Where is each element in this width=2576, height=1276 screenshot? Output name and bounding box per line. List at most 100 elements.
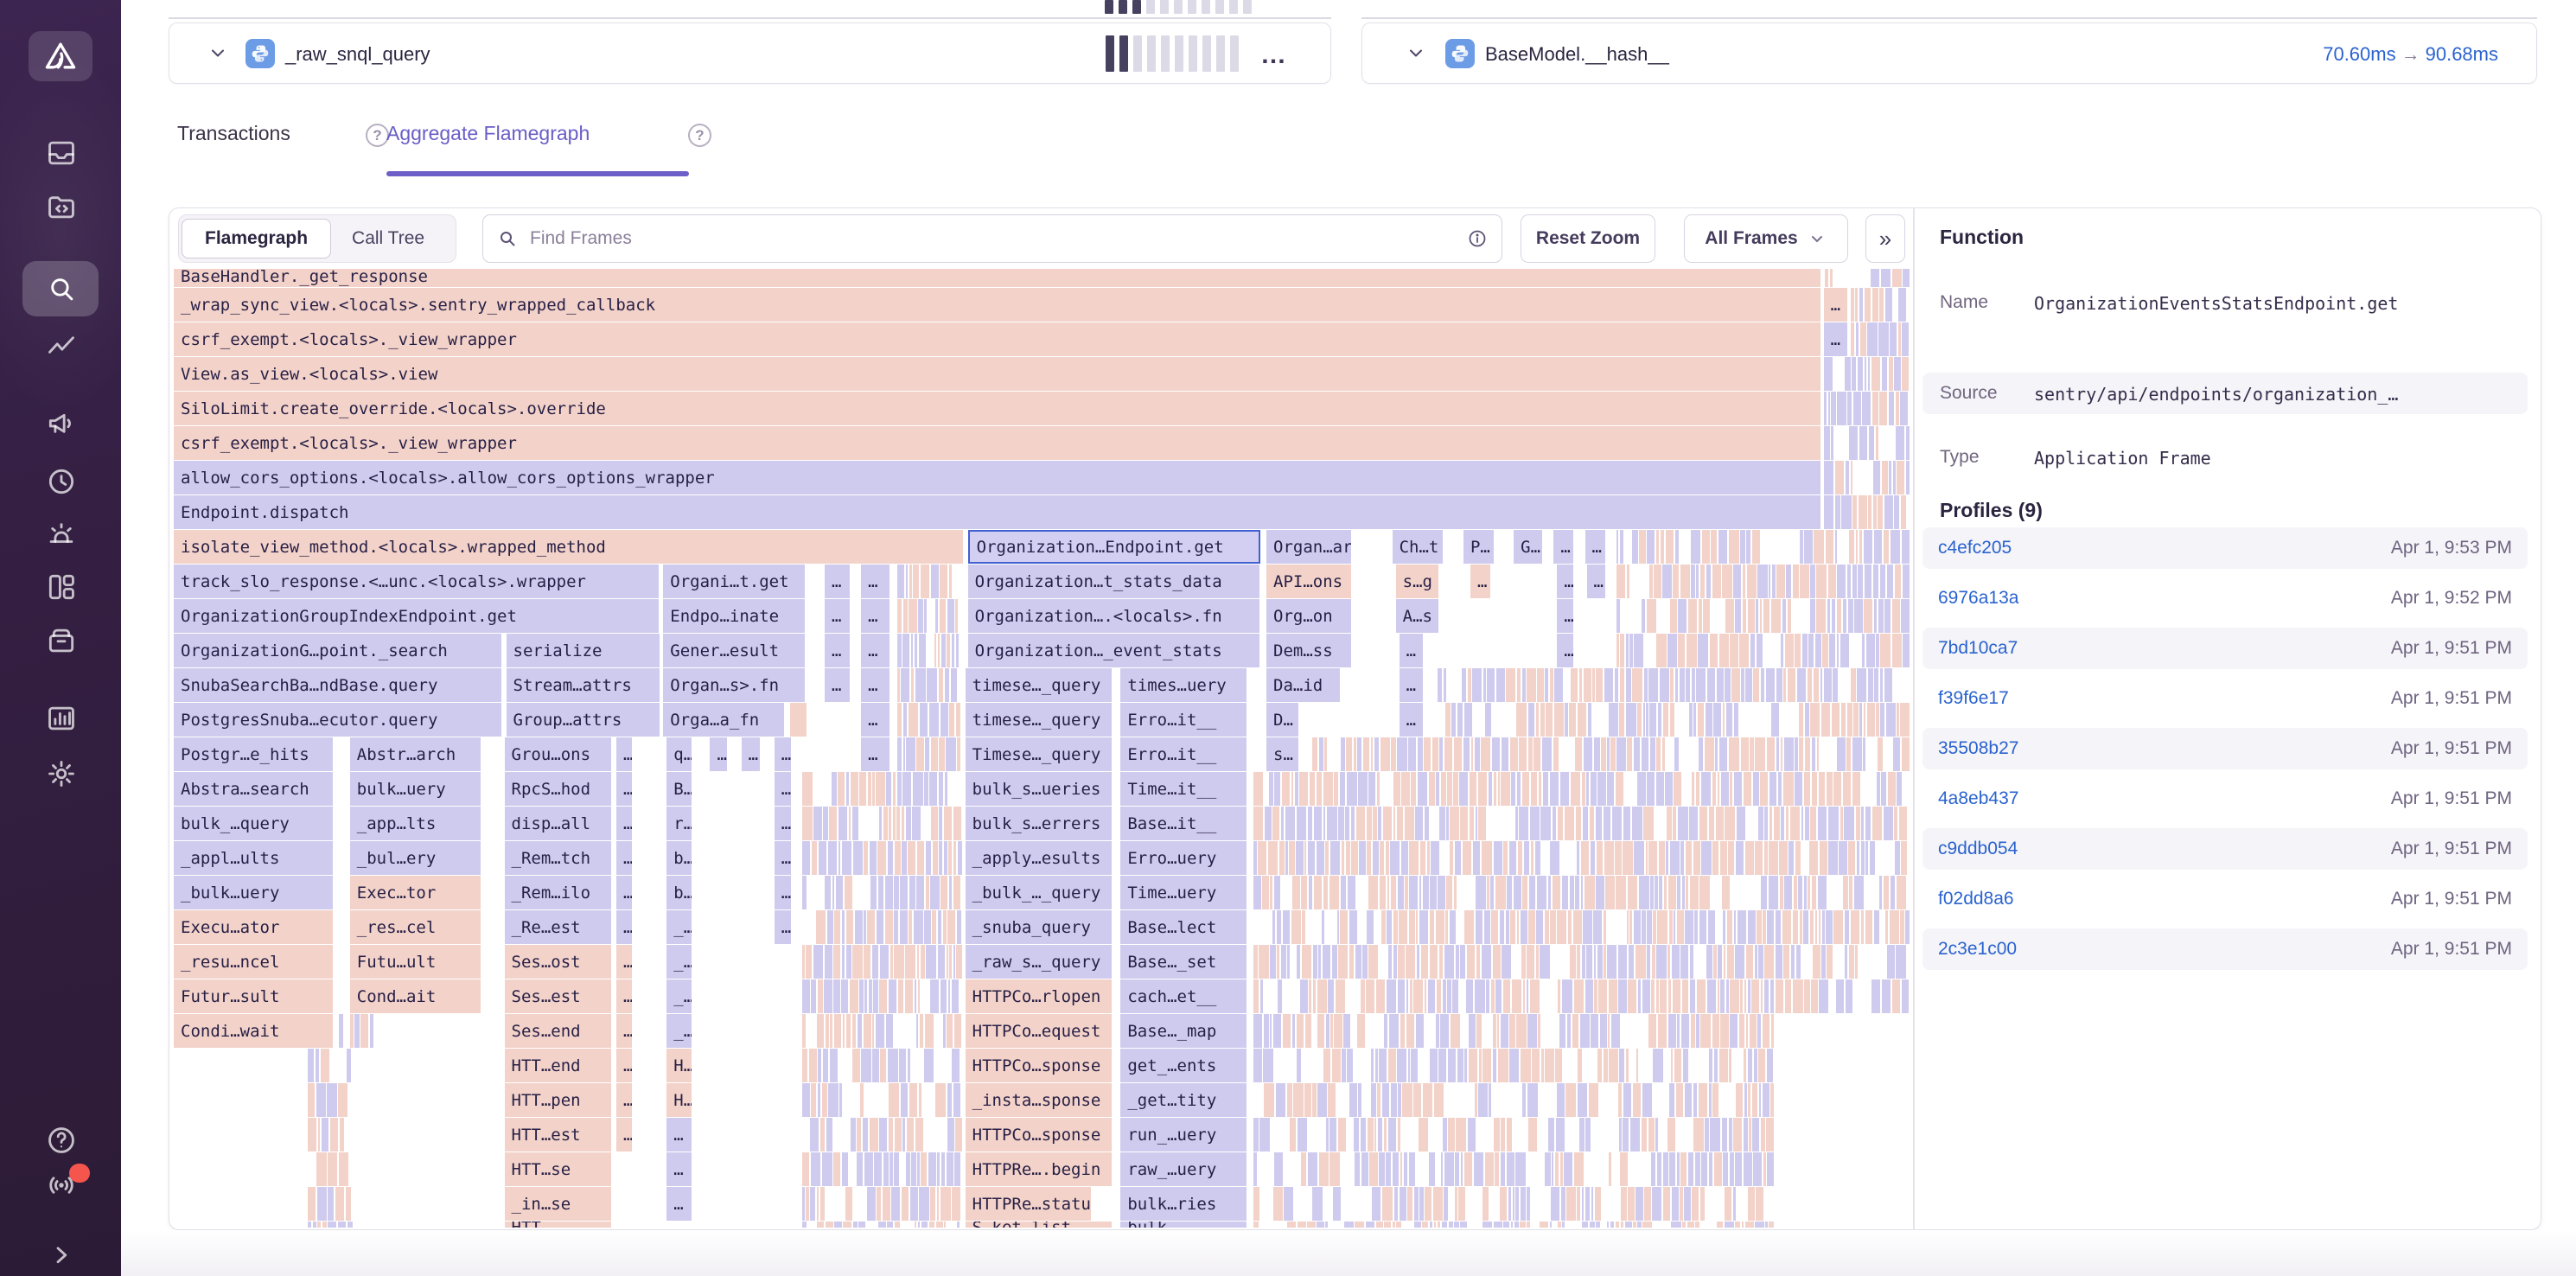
flame-frame[interactable]: Erro…it__: [1120, 703, 1247, 737]
stats-icon[interactable]: [45, 702, 78, 735]
flame-frame[interactable]: Ses…ost: [504, 945, 612, 979]
flame-frame[interactable]: HTTPCo…sponse: [965, 1118, 1113, 1152]
flame-stripes[interactable]: [1616, 634, 1910, 667]
flame-frame[interactable]: get_…ents: [1120, 1049, 1247, 1082]
tab-aggregate-flamegraph[interactable]: Aggregate Flamegraph: [386, 122, 590, 144]
flame-frame[interactable]: SnubaSearchBa…ndBase.query: [174, 668, 502, 702]
flame-frame[interactable]: [789, 703, 807, 737]
flame-frame[interactable]: allow_cors_options.<locals>.allow_cors_o…: [174, 461, 1821, 494]
panel-divider[interactable]: [1913, 208, 1915, 1229]
broadcast-icon[interactable]: [45, 1169, 78, 1202]
flame-stripes[interactable]: [801, 1222, 962, 1228]
flame-frame[interactable]: Organization….<locals>.fn: [967, 599, 1260, 633]
flame-frame[interactable]: run_…uery: [1120, 1118, 1247, 1152]
flame-frame[interactable]: HTTPRe…status: [965, 1187, 1093, 1221]
releases-icon[interactable]: [45, 624, 78, 657]
flame-stripes[interactable]: [307, 1049, 353, 1082]
flame-frame[interactable]: …: [616, 1083, 634, 1117]
flame-frame[interactable]: serialize: [506, 634, 661, 667]
flame-stripes[interactable]: [1253, 1083, 1775, 1117]
flame-frame[interactable]: Erro…it__: [1120, 737, 1247, 771]
flame-frame[interactable]: …: [861, 737, 891, 771]
flame-frame[interactable]: …: [825, 634, 851, 667]
profile-id-link[interactable]: 35508b27: [1938, 738, 2019, 758]
flame-frame[interactable]: csrf_exempt.<locals>._view_wrapper: [174, 322, 1821, 356]
flame-stripes[interactable]: [307, 1083, 353, 1117]
frames-filter-dropdown[interactable]: All Frames: [1684, 214, 1848, 263]
sentry-logo[interactable]: [29, 31, 92, 81]
flame-frame[interactable]: _bul…ery: [349, 841, 482, 875]
profile-id-link[interactable]: 6976a13a: [1938, 588, 2019, 608]
flame-stripes[interactable]: [801, 1187, 962, 1221]
flame-frame[interactable]: …: [1399, 703, 1424, 737]
flame-frame[interactable]: View.as_view.<locals>.view: [174, 357, 1821, 391]
flame-frame[interactable]: b…: [666, 876, 693, 909]
flame-frame[interactable]: A…s: [1395, 599, 1439, 633]
flame-stripes[interactable]: [1253, 876, 1910, 909]
flame-frame[interactable]: HTT…se: [504, 1152, 612, 1186]
flame-frame[interactable]: bulk_…query: [174, 807, 334, 840]
flame-frame[interactable]: B…: [666, 772, 693, 806]
flame-frame[interactable]: …: [774, 841, 792, 875]
flame-frame[interactable]: Base…it__: [1120, 807, 1247, 840]
flame-stripes[interactable]: [1253, 1118, 1775, 1152]
flame-frame[interactable]: Erro…uery: [1120, 841, 1247, 875]
flame-frame[interactable]: …: [616, 876, 634, 909]
flame-frame[interactable]: times…uery: [1120, 668, 1247, 702]
flame-frame[interactable]: …: [710, 737, 728, 771]
flame-frame[interactable]: Organi…t.get: [663, 565, 806, 598]
flame-frame[interactable]: P…: [1463, 530, 1495, 564]
flame-stripes[interactable]: [801, 1152, 962, 1186]
flame-frame[interactable]: …: [1557, 599, 1575, 633]
flame-frame[interactable]: bulk…uery: [349, 772, 482, 806]
flame-frame[interactable]: …: [666, 1118, 693, 1152]
flame-stripes[interactable]: [1253, 772, 1910, 806]
flame-frame[interactable]: Ch…t: [1392, 530, 1444, 564]
flame-frame[interactable]: …: [861, 634, 891, 667]
flame-frame[interactable]: Da…id: [1266, 668, 1342, 702]
flame-frame[interactable]: Base…lect: [1120, 910, 1247, 944]
flame-frame[interactable]: Abstr…arch: [349, 737, 482, 771]
flame-stripes[interactable]: [801, 1083, 962, 1117]
flame-stripes[interactable]: [308, 1152, 353, 1186]
flame-frame[interactable]: …: [616, 945, 634, 979]
flame-frame[interactable]: _Re…est: [504, 910, 612, 944]
flame-stripes[interactable]: [801, 876, 962, 909]
flame-frame[interactable]: Exec…tor: [349, 876, 482, 909]
flame-stripes[interactable]: [338, 1014, 373, 1048]
flame-frame[interactable]: Base…_map: [1120, 1014, 1247, 1048]
flame-frame[interactable]: Futu…ult: [349, 945, 482, 979]
flame-stripes[interactable]: [897, 634, 960, 667]
flame-stripes[interactable]: [1438, 703, 1910, 737]
function-row-raw-snql-query[interactable]: _raw_snql_query …: [169, 22, 1331, 84]
flame-frame[interactable]: bulk_s…errers: [965, 807, 1113, 840]
tab-transactions[interactable]: Transactions: [177, 122, 290, 144]
flame-frame[interactable]: HTT…: [504, 1222, 612, 1228]
flame-frame[interactable]: bulk…ries: [1120, 1187, 1247, 1221]
flame-frame[interactable]: …: [616, 979, 634, 1013]
flame-frame[interactable]: …: [616, 772, 634, 806]
flame-frame[interactable]: Base…_set: [1120, 945, 1247, 979]
reset-zoom-button[interactable]: Reset Zoom: [1521, 214, 1655, 263]
flame-frame[interactable]: HTTPCo…sponse: [965, 1049, 1113, 1082]
flame-frame[interactable]: HTTPCo…rlopen: [965, 979, 1113, 1013]
flame-stripes[interactable]: [1253, 945, 1910, 979]
flame-stripes[interactable]: [801, 979, 962, 1013]
flame-stripes[interactable]: [897, 599, 960, 633]
flame-stripes[interactable]: [1824, 269, 1910, 287]
flame-stripes[interactable]: [801, 1014, 962, 1048]
projects-icon[interactable]: [45, 190, 78, 223]
flame-frame[interactable]: _bulk_…_query: [965, 876, 1113, 909]
flame-frame[interactable]: _get…tity: [1120, 1083, 1247, 1117]
search-icon[interactable]: [45, 272, 78, 305]
info-icon[interactable]: [1467, 228, 1488, 249]
replays-icon[interactable]: [45, 465, 78, 498]
flamegraph-canvas[interactable]: BaseHandler._get_response _wrap_sync_view…: [174, 269, 1910, 1228]
flame-frame[interactable]: Organization…_event_stats: [967, 634, 1260, 667]
flame-frame[interactable]: _…: [666, 910, 693, 944]
flame-frame[interactable]: HTTPRe….begin: [965, 1152, 1113, 1186]
flame-stripes[interactable]: [897, 703, 960, 737]
flame-frame[interactable]: _raw_s…_query: [965, 945, 1113, 979]
flame-frame[interactable]: …: [861, 599, 891, 633]
flame-frame[interactable]: _wrap_sync_view.<locals>.sentry_wrapped_…: [174, 288, 1821, 322]
